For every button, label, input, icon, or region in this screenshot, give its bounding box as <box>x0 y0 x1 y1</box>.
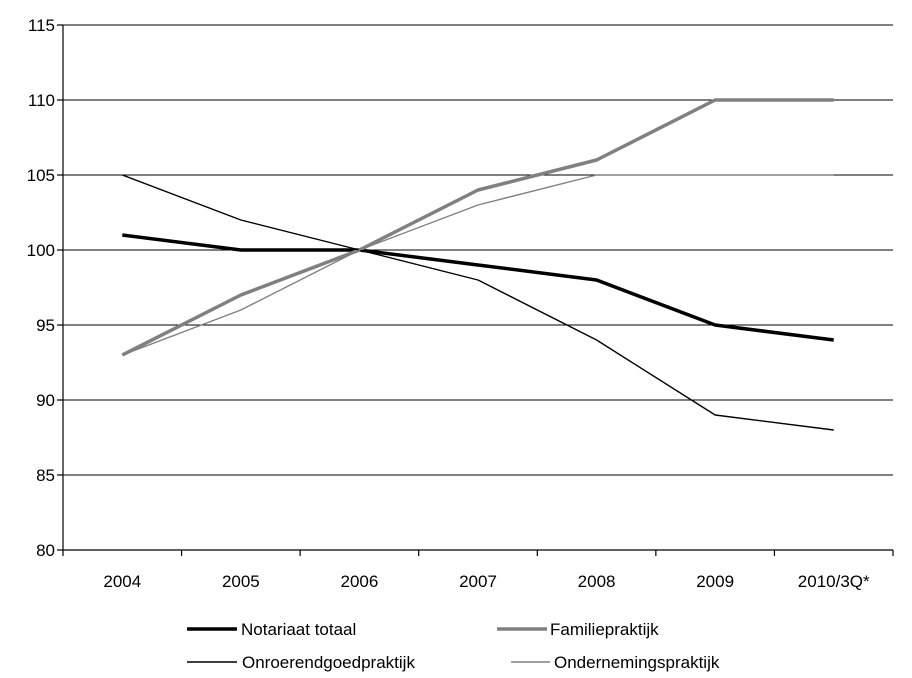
legend-label-4: Ondernemingspraktijk <box>554 653 720 672</box>
y-tick-label: 100 <box>27 241 55 260</box>
series-line-4 <box>122 174 834 356</box>
gridlines <box>63 24 893 476</box>
x-tick-label: 2008 <box>578 572 616 591</box>
x-tick-label: 2010/3Q* <box>798 572 870 591</box>
legend-label-2: Familiepraktijk <box>550 620 659 639</box>
tick-labels: 80 85 90 95 100 105 110 115 2004 2005 2006 2007 2008… <box>27 16 870 591</box>
legend-label-1: Notariaat totaal <box>241 620 356 639</box>
y-tick-label: 90 <box>36 391 55 410</box>
legend-label-3: Onroerendgoedpraktijk <box>242 653 415 672</box>
y-tick-label: 80 <box>36 541 55 560</box>
legend: Notariaat totaal Familiepraktijk Onroerend… <box>187 620 720 672</box>
series-lines <box>121 98 834 431</box>
series-line-3 <box>122 174 834 431</box>
y-tick-label: 95 <box>36 316 55 335</box>
series-line-2 <box>121 98 834 357</box>
x-tick-label: 2009 <box>696 572 734 591</box>
y-tick-label: 105 <box>27 166 55 185</box>
series-line-1 <box>122 233 834 342</box>
x-tick-label: 2005 <box>222 572 260 591</box>
y-tick-label: 115 <box>28 16 55 35</box>
x-tick-label: 2006 <box>341 572 379 591</box>
x-tick-label: 2004 <box>103 572 141 591</box>
x-tick-label: 2007 <box>459 572 497 591</box>
axes <box>57 24 894 556</box>
y-tick-label: 85 <box>36 466 55 485</box>
y-tick-label: 110 <box>28 91 55 110</box>
